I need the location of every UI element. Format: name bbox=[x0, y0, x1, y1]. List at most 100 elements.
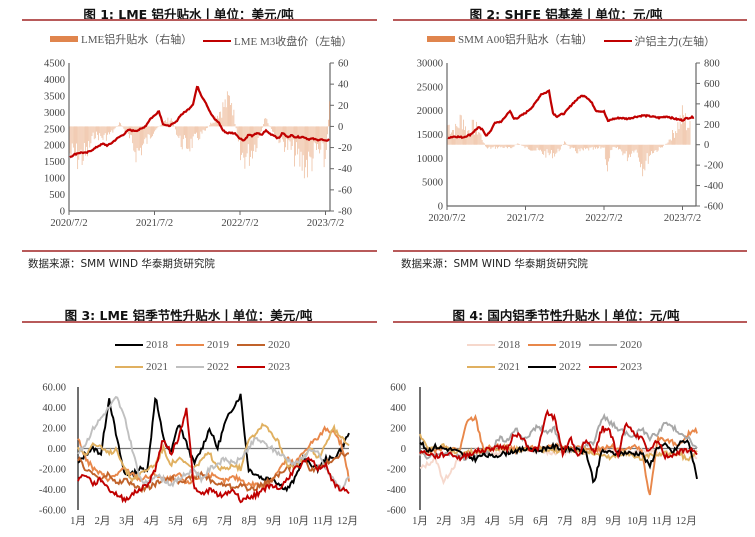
right-y-tick-label: -40 bbox=[338, 164, 352, 175]
left-y-tick-label: 4000 bbox=[44, 75, 65, 86]
right-y-tick-label: -200 bbox=[704, 161, 723, 172]
figure-4-legend: 2018 2019 2020 2021 2022 2023 bbox=[467, 333, 667, 377]
legend-item-2018: 2018 bbox=[467, 335, 520, 355]
right-y-tick-label: -400 bbox=[704, 181, 723, 192]
x-tick-label: 12月 bbox=[337, 515, 358, 527]
right-y-tick-label: 0 bbox=[338, 122, 343, 133]
series-2023 bbox=[77, 407, 350, 504]
figure-1-source: 数据来源：SMM WIND 华泰期货研究院 bbox=[28, 258, 215, 270]
y-tick-label: -60.00 bbox=[39, 506, 66, 517]
x-tick-label: 2023/7/2 bbox=[664, 213, 701, 224]
legend-swatch-line bbox=[176, 366, 204, 368]
x-tick-label: 10月 bbox=[627, 515, 648, 527]
legend-swatch-line bbox=[467, 366, 495, 368]
legend-swatch-bar bbox=[427, 36, 455, 42]
figure-3-title-rule bbox=[22, 321, 377, 323]
right-y-tick-label: -80 bbox=[338, 207, 352, 218]
left-y-tick-label: 10000 bbox=[417, 154, 443, 165]
x-tick-label: 6月 bbox=[193, 515, 209, 527]
figure-1-legend: LME铝升贴水（右轴） LME M3收盘价（左轴） bbox=[50, 31, 360, 49]
legend-swatch-line bbox=[176, 344, 204, 346]
legend-item-2020: 2020 bbox=[237, 335, 290, 355]
figure-1: 图 1: LME 铝升贴水丨单位：美元/吨 LME铝升贴水（右轴） LME M3… bbox=[0, 0, 377, 270]
x-tick-label: 4月 bbox=[144, 515, 160, 527]
legend-swatch-line bbox=[528, 366, 556, 368]
figure-3-legend: 2018 2019 2020 2021 2022 2023 bbox=[115, 333, 315, 377]
legend-item-2021: 2021 bbox=[115, 357, 168, 377]
x-tick-label: 2020/7/2 bbox=[50, 218, 87, 229]
y-tick-label: 200 bbox=[390, 424, 406, 435]
x-tick-label: 8月 bbox=[242, 515, 258, 527]
legend-swatch-line bbox=[202, 40, 231, 42]
y-tick-label: -400 bbox=[387, 485, 406, 496]
left-y-tick-label: 2000 bbox=[44, 141, 65, 152]
right-y-tick-label: 60 bbox=[338, 59, 349, 70]
chart-lme-premium: 0 500 1000 1500 2000 2500 3000 3500 4000 4500 -80 -… bbox=[44, 59, 352, 230]
left-y-tick-label: 1000 bbox=[44, 174, 65, 185]
legend-item-2023: 2023 bbox=[589, 357, 642, 377]
figure-3: 图 3: LME 铝季节性升贴水丨单位：美元/吨 2018 2019 2020 20… bbox=[0, 300, 377, 537]
y-tick-label: 20.00 bbox=[42, 424, 66, 435]
legend-item-2019: 2019 bbox=[528, 335, 581, 355]
legend-item-2020: 2020 bbox=[589, 335, 642, 355]
right-y-tick-label: 0 bbox=[704, 140, 709, 151]
legend-swatch-line bbox=[237, 344, 265, 346]
series-2022 bbox=[77, 395, 350, 491]
x-tick-label: 11月 bbox=[313, 515, 334, 527]
figure-4-title-rule bbox=[393, 321, 747, 323]
figure-2-title-rule bbox=[393, 19, 747, 21]
figure-2-bottom-rule bbox=[393, 250, 747, 252]
legend-swatch-bar bbox=[50, 36, 78, 42]
x-tick-label: 5月 bbox=[168, 515, 184, 527]
chart-shfe-basis: 0 5000 10000 15000 20000 25000 30000 -600 -400 -2… bbox=[417, 59, 724, 225]
left-y-tick-label: 5000 bbox=[422, 178, 443, 189]
left-y-tick-label: 0 bbox=[60, 207, 65, 218]
chart-lme-seasonal: 60.00 40.00 20.00 0.00 -20.00 -40.00 -60.00 1月 2… bbox=[39, 383, 358, 528]
x-tick-label: 8月 bbox=[582, 515, 598, 527]
x-tick-label: 2月 bbox=[436, 515, 452, 527]
figure-2: 图 2: SHFE 铝基差丨单位：元/吨 SMM A00铝升贴水（右轴） 沪铝主… bbox=[377, 0, 755, 270]
series-2019 bbox=[419, 413, 698, 496]
legend-item-shfe-main: 沪铝主力(左轴） bbox=[603, 33, 715, 49]
right-y-tick-label: -20 bbox=[338, 143, 352, 154]
left-y-tick-label: 4500 bbox=[44, 59, 65, 70]
y-tick-label: -200 bbox=[387, 465, 406, 476]
right-y-tick-label: 400 bbox=[704, 99, 720, 110]
y-tick-label: 40.00 bbox=[42, 403, 66, 414]
figure-1-title-rule bbox=[22, 19, 377, 21]
legend-swatch-line bbox=[589, 344, 617, 346]
legend-item-2019: 2019 bbox=[176, 335, 229, 355]
series-2019 bbox=[77, 425, 350, 490]
left-y-tick-label: 3500 bbox=[44, 91, 65, 102]
x-tick-label: 2022/7/2 bbox=[221, 218, 258, 229]
x-tick-label: 9月 bbox=[266, 515, 282, 527]
figure-4: 图 4: 国内铝季节性升贴水丨单位：元/吨 2018 2019 2020 2021 2… bbox=[377, 300, 755, 537]
left-y-tick-label: 2500 bbox=[44, 124, 65, 135]
x-tick-label: 3月 bbox=[461, 515, 477, 527]
y-tick-label: 0.00 bbox=[48, 444, 66, 455]
y-tick-label: -600 bbox=[387, 506, 406, 517]
legend-item-2018: 2018 bbox=[115, 335, 168, 355]
legend-item-lme-premium: LME铝升贴水（右轴） bbox=[50, 31, 192, 47]
legend-item-2021: 2021 bbox=[467, 357, 520, 377]
right-y-tick-label: 20 bbox=[338, 101, 349, 112]
x-tick-label: 6月 bbox=[533, 515, 549, 527]
series-2023 bbox=[419, 408, 698, 462]
x-tick-label: 11月 bbox=[652, 515, 673, 527]
left-y-tick-label: 15000 bbox=[417, 130, 443, 141]
legend-swatch-line bbox=[237, 366, 265, 368]
left-y-tick-label: 25000 bbox=[417, 82, 443, 93]
y-tick-label: 60.00 bbox=[42, 383, 66, 394]
legend-item-smm-a00-premium: SMM A00铝升贴水（右轴） bbox=[427, 31, 593, 47]
left-y-tick-label: 500 bbox=[49, 190, 65, 201]
y-tick-label: 400 bbox=[390, 403, 406, 414]
y-tick-label: -40.00 bbox=[39, 485, 66, 496]
x-tick-label: 2020/7/2 bbox=[428, 213, 465, 224]
legend-item-lme-m3-close: LME M3收盘价（左轴） bbox=[202, 33, 352, 49]
figure-1-bottom-rule bbox=[22, 250, 377, 252]
left-y-tick-label: 3000 bbox=[44, 108, 65, 119]
line-series bbox=[447, 89, 695, 140]
right-y-tick-label: 600 bbox=[704, 79, 720, 90]
figure-4-title: 图 4: 国内铝季节性升贴水丨单位：元/吨 bbox=[452, 308, 680, 323]
y-tick-label: -20.00 bbox=[39, 465, 66, 476]
